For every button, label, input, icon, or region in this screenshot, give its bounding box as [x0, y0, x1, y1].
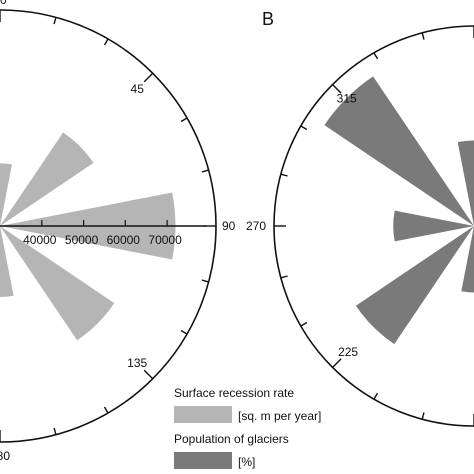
panel-a-angle-label-90: 90: [222, 219, 236, 233]
panel-a-wedge-0: [0, 163, 12, 226]
legend-unit-population: [%]: [238, 455, 255, 469]
panel-b-tick-300: [300, 125, 308, 131]
panel-a-wedges: [0, 132, 176, 341]
panel-a-radial-label-50000: 50000: [65, 233, 99, 247]
panel-b-tick-315: [332, 84, 342, 94]
panel-b-angle-label-270: 270: [246, 219, 266, 233]
legend-unit-recession: [sq. m per year]: [238, 409, 321, 423]
panel-b-tick-225: [332, 358, 342, 368]
panel-b-tick-195: [421, 412, 425, 420]
panel-b-tick-240: [300, 321, 308, 327]
legend-title-recession: Surface recession rate: [174, 386, 294, 400]
legend-swatch-population: [174, 452, 232, 469]
panel-b-wedge-225: [355, 226, 474, 345]
panel-b-tick-330: [373, 52, 379, 60]
panel-a-radial-label-60000: 60000: [107, 233, 141, 247]
panel-a-angle-label-180: 180: [0, 449, 10, 463]
panel-a-tick-75: [201, 169, 209, 173]
panel-b-tick-285: [280, 173, 288, 177]
panel-a-tick-60: [180, 117, 188, 123]
panel-b-angle-label-225: 225: [338, 345, 358, 359]
panel-b-wedge-315: [324, 76, 474, 227]
panel-b-wedges: [324, 76, 474, 345]
panel-a-tick-15: [53, 17, 57, 25]
panel-a-tick-150: [103, 406, 109, 414]
panel-b: 225 270 315 B: [246, 9, 474, 427]
panel-a-wedge-135: [0, 226, 115, 341]
panel-b-tick-345: [421, 32, 425, 40]
panel-b-angle-ticks: [274, 26, 474, 426]
panel-b-wedge-270: [393, 210, 474, 242]
legend-swatch-recession: [174, 406, 232, 423]
panel-a-tick-165: [53, 427, 57, 435]
panel-b-letter: B: [262, 9, 274, 29]
panel-b-tick-210: [373, 392, 379, 400]
panel-a-radial-label-40000: 40000: [23, 233, 57, 247]
panel-a-tick-45: [143, 72, 154, 83]
panel-a-angle-label-45: 45: [131, 82, 145, 96]
legend: Surface recession rate [sq. m per year] …: [174, 386, 321, 469]
panel-a-tick-120: [180, 329, 188, 335]
panel-a-tick-135: [143, 369, 154, 380]
panel-a-radial-ticks: [41, 220, 168, 226]
panel-a-angle-label-0: 0: [0, 0, 7, 7]
panel-a-tick-30: [103, 38, 109, 46]
panel-a-tick-105: [201, 279, 209, 283]
panel-a-wedge-180: [0, 226, 14, 298]
panel-a: 45 90 135 180 0 40000 50000 60000 70000: [0, 0, 236, 463]
panel-b-angle-label-315: 315: [337, 92, 357, 106]
panel-b-wedge-0: [457, 140, 474, 226]
panel-b-wedge-180: [461, 226, 474, 293]
panel-a-wedge-45: [0, 132, 94, 226]
panel-b-tick-255: [280, 275, 288, 279]
legend-title-population: Population of glaciers: [174, 432, 289, 446]
panel-a-angle-label-135: 135: [127, 356, 147, 370]
panel-a-radial-label-70000: 70000: [148, 233, 182, 247]
